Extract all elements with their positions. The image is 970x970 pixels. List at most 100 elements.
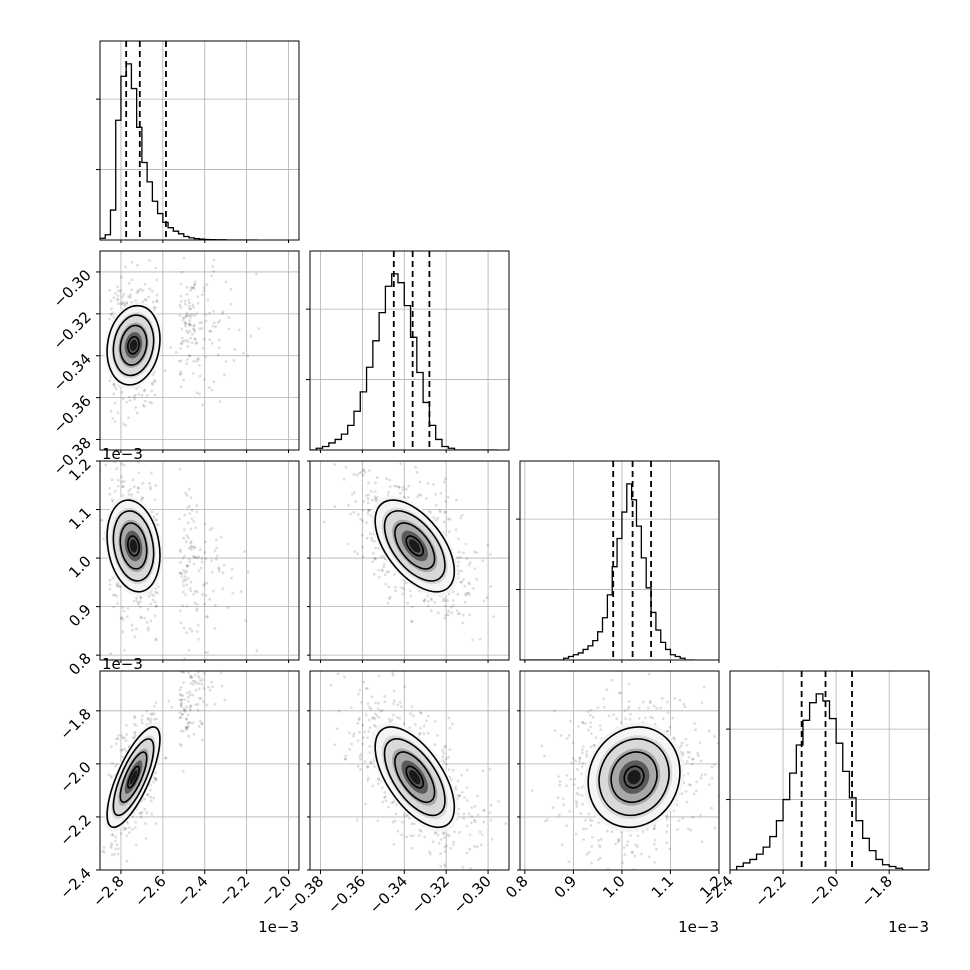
scatter-point bbox=[129, 295, 132, 299]
scatter-point bbox=[629, 834, 632, 837]
scatter-point bbox=[352, 734, 355, 738]
scatter-point bbox=[391, 820, 395, 824]
scatter-point bbox=[605, 688, 609, 691]
scatter-point bbox=[204, 540, 207, 544]
scatter-point bbox=[122, 422, 126, 426]
scatter-point bbox=[183, 554, 186, 558]
scatter-point bbox=[721, 715, 724, 718]
scatter-point bbox=[652, 827, 656, 830]
scatter-point bbox=[488, 767, 492, 771]
scatter-point bbox=[233, 348, 237, 351]
scatter-point bbox=[195, 359, 199, 363]
scatter-point bbox=[429, 597, 433, 600]
scatter-point bbox=[188, 512, 192, 515]
scatter-point bbox=[128, 399, 132, 402]
scatter-point bbox=[679, 744, 683, 748]
scatter-point bbox=[217, 346, 221, 349]
scatter-point bbox=[182, 671, 185, 674]
scatter-point bbox=[443, 850, 447, 853]
y-tick-label: 0.9 bbox=[65, 601, 95, 631]
scatter-point bbox=[372, 572, 376, 576]
scatter-point bbox=[204, 319, 208, 323]
scatter-point bbox=[181, 730, 185, 733]
scatter-point bbox=[439, 852, 442, 855]
scatter-point bbox=[121, 485, 125, 488]
scatter-point bbox=[637, 717, 641, 720]
scatter-point bbox=[415, 471, 419, 474]
scatter-point bbox=[119, 617, 123, 620]
scatter-point bbox=[192, 683, 195, 686]
scatter-point bbox=[215, 554, 219, 558]
scatter-point bbox=[222, 613, 225, 616]
scatter-point bbox=[182, 378, 186, 382]
scatter-point bbox=[628, 712, 632, 716]
scatter-point bbox=[200, 682, 204, 686]
scatter-point bbox=[362, 500, 366, 503]
scatter-point bbox=[134, 724, 138, 727]
scatter-point bbox=[135, 387, 139, 390]
scatter-point bbox=[155, 638, 159, 642]
scatter-point bbox=[114, 835, 118, 839]
scatter-point bbox=[189, 682, 193, 685]
scatter-point bbox=[361, 742, 365, 746]
scatter-point bbox=[365, 536, 369, 540]
scatter-point bbox=[392, 689, 396, 693]
contour-line bbox=[106, 304, 161, 386]
scatter-point bbox=[647, 855, 651, 859]
x-tick-label: −0.36 bbox=[324, 872, 369, 917]
scatter-point bbox=[190, 517, 194, 521]
scatter-point bbox=[113, 593, 116, 597]
scatter-point bbox=[373, 717, 377, 721]
scatter-point bbox=[231, 591, 235, 595]
scatter-point bbox=[152, 594, 156, 597]
scatter-point bbox=[179, 305, 183, 309]
scatter-point bbox=[211, 324, 215, 328]
scatter-point bbox=[371, 784, 375, 788]
scatter-point bbox=[475, 845, 479, 849]
scatter-point bbox=[446, 599, 450, 603]
scatter-point bbox=[130, 628, 134, 632]
scatter-point bbox=[188, 504, 191, 508]
scatter-point bbox=[458, 830, 461, 834]
scatter-point bbox=[116, 847, 120, 851]
scatter-point bbox=[203, 522, 207, 526]
scatter-point bbox=[182, 666, 185, 669]
contour-line bbox=[383, 510, 446, 582]
scatter-point bbox=[134, 843, 138, 847]
scatter-point bbox=[401, 592, 405, 596]
scatter-point bbox=[201, 700, 205, 703]
scatter-point bbox=[119, 275, 123, 279]
scatter-point bbox=[358, 472, 361, 475]
scatter-point bbox=[184, 725, 188, 729]
scatter-point bbox=[133, 730, 137, 734]
scatter-point bbox=[139, 815, 143, 819]
scatter-point bbox=[212, 321, 216, 325]
scatter-point bbox=[599, 728, 603, 732]
scatter-point bbox=[409, 594, 413, 598]
scatter-point bbox=[598, 856, 602, 860]
scatter-point bbox=[383, 573, 387, 577]
scatter-point bbox=[124, 827, 128, 830]
scatter-point bbox=[673, 696, 677, 700]
scatter-point bbox=[152, 378, 156, 382]
x-tick-label: 1.1 bbox=[648, 872, 678, 902]
scatter-point bbox=[223, 628, 226, 631]
hist-bottom-ticks bbox=[524, 660, 720, 663]
scatter-point bbox=[188, 657, 191, 660]
scatter-point bbox=[359, 470, 363, 474]
scatter-point bbox=[462, 812, 466, 816]
scatter-point bbox=[467, 563, 471, 567]
scatter-point bbox=[116, 285, 119, 289]
hist-bottom-ticks bbox=[120, 240, 290, 243]
scatter-point bbox=[201, 722, 204, 726]
scatter-point bbox=[447, 716, 451, 720]
scatter-point bbox=[117, 734, 120, 737]
scatter-point bbox=[119, 289, 122, 293]
scatter-point bbox=[104, 463, 108, 467]
scatter-point bbox=[209, 528, 212, 532]
scatter-point bbox=[680, 792, 684, 796]
scatter-point bbox=[710, 776, 714, 780]
scatter-point bbox=[269, 579, 272, 582]
scatter-point bbox=[223, 615, 226, 618]
scatter-point bbox=[119, 832, 123, 835]
